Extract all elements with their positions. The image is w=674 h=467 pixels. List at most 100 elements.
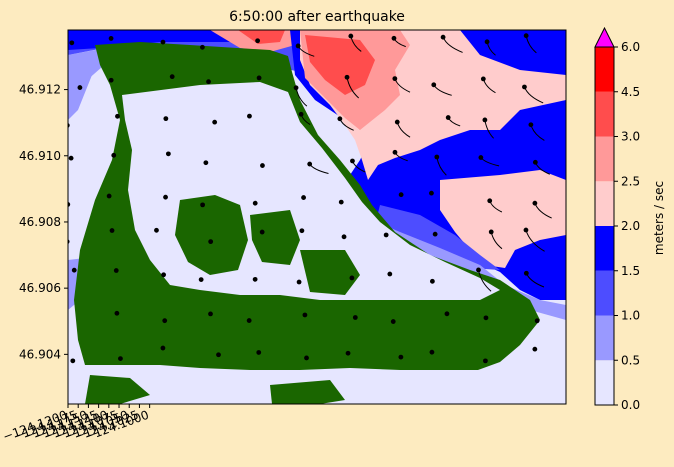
colorbar-segment xyxy=(595,91,614,137)
particle-marker xyxy=(301,195,306,200)
particle-marker xyxy=(260,163,265,168)
particle-marker xyxy=(118,356,123,362)
particle-marker xyxy=(109,228,115,233)
y-tick-label: 46.910 xyxy=(19,149,61,163)
particle-marker xyxy=(163,116,169,122)
interior-land-3 xyxy=(300,250,360,295)
particle-marker xyxy=(307,161,313,167)
particle-marker xyxy=(304,355,309,361)
particle-marker xyxy=(352,315,358,320)
particle-marker xyxy=(295,43,301,49)
particle-marker xyxy=(488,229,494,235)
particle-marker xyxy=(344,74,350,80)
particle-marker xyxy=(198,277,204,282)
x-axis: −124.1200−124.1175−124.1150−124.1125−124… xyxy=(1,404,151,444)
particle-marker xyxy=(208,311,213,317)
particle-marker xyxy=(200,44,205,50)
particle-marker xyxy=(534,318,540,324)
particle-marker xyxy=(256,350,262,355)
particle-marker xyxy=(522,84,527,90)
colorbar-label: meters / sec xyxy=(652,181,666,255)
particle-marker xyxy=(523,270,529,276)
colorbar-segment xyxy=(595,136,614,182)
particle-marker xyxy=(163,194,168,200)
particle-marker xyxy=(247,113,252,119)
particle-marker xyxy=(256,75,262,81)
particle-marker xyxy=(478,155,484,160)
particle-marker xyxy=(429,349,435,355)
south-land xyxy=(85,375,150,404)
particle-marker xyxy=(392,76,398,82)
particle-marker xyxy=(203,160,209,166)
particle-marker xyxy=(252,200,258,206)
interior-land-1 xyxy=(175,195,248,275)
particle-marker xyxy=(444,311,450,317)
particle-marker xyxy=(216,352,221,358)
particle-marker xyxy=(154,227,159,233)
particle-marker xyxy=(429,278,435,284)
particle-marker xyxy=(68,123,70,128)
particle-marker xyxy=(476,267,481,273)
particle-marker xyxy=(394,119,400,125)
particle-marker xyxy=(445,115,451,120)
particle-marker xyxy=(298,111,304,117)
particle-marker xyxy=(348,33,354,39)
particle-marker xyxy=(350,158,355,164)
speed-region-30-45-east xyxy=(305,35,375,95)
colorbar-tick-label: 0.5 xyxy=(621,353,640,367)
particle-marker xyxy=(338,199,344,205)
colorbar-tick-label: 3.0 xyxy=(621,130,640,144)
particle-marker xyxy=(212,119,218,125)
particle-marker xyxy=(484,39,490,45)
particle-marker xyxy=(483,358,488,364)
colorbar-tick-label: 0.0 xyxy=(621,398,640,412)
particle-marker xyxy=(255,38,261,44)
particle-marker xyxy=(483,315,489,321)
particle-marker xyxy=(68,201,71,207)
particle-marker xyxy=(337,116,343,122)
particle-marker xyxy=(390,319,396,324)
particle-marker xyxy=(161,272,167,278)
particle-marker xyxy=(345,350,351,356)
particle-marker xyxy=(70,358,76,364)
speed-region-30-45-northwest xyxy=(238,30,285,44)
interior-land-2 xyxy=(250,210,300,265)
colorbar-tick-label: 2.0 xyxy=(621,219,640,233)
particle-marker xyxy=(528,122,534,128)
particle-marker xyxy=(432,231,438,237)
particle-marker xyxy=(246,318,252,323)
particle-marker xyxy=(429,190,434,196)
particle-marker xyxy=(114,310,120,316)
y-axis: 46.904 46.906 46.908 46.910 46.912 xyxy=(19,83,68,361)
colorbar-segment xyxy=(595,360,614,405)
particle-marker xyxy=(523,227,529,233)
particle-marker xyxy=(69,40,75,46)
particle-marker xyxy=(341,234,347,240)
colorbar-tick-label: 4.5 xyxy=(621,85,640,99)
particle-marker xyxy=(480,76,486,82)
particle-marker xyxy=(252,276,258,282)
particle-marker xyxy=(106,193,112,199)
colorbar-segment xyxy=(595,315,614,361)
particle-marker xyxy=(108,36,114,41)
particle-marker xyxy=(532,200,538,206)
particle-marker xyxy=(391,35,397,41)
y-tick-label: 46.912 xyxy=(19,83,61,97)
particle-marker xyxy=(440,34,446,40)
particle-marker xyxy=(71,267,77,273)
particle-marker xyxy=(108,77,114,83)
particle-marker xyxy=(68,155,74,161)
y-tick-label: 46.906 xyxy=(19,281,61,295)
colorbar-tick-label: 2.5 xyxy=(621,174,640,188)
colorbar-segment xyxy=(595,270,614,316)
particle-marker xyxy=(482,117,488,123)
particle-marker xyxy=(387,271,393,277)
colorbar-segment xyxy=(595,181,614,226)
particle-marker xyxy=(392,149,398,155)
particle-marker xyxy=(61,314,66,319)
particle-marker xyxy=(160,345,166,351)
particle-marker xyxy=(398,192,404,198)
particle-marker xyxy=(532,346,538,352)
colorbar-tick-label: 1.5 xyxy=(621,264,640,278)
particle-marker xyxy=(113,268,119,273)
